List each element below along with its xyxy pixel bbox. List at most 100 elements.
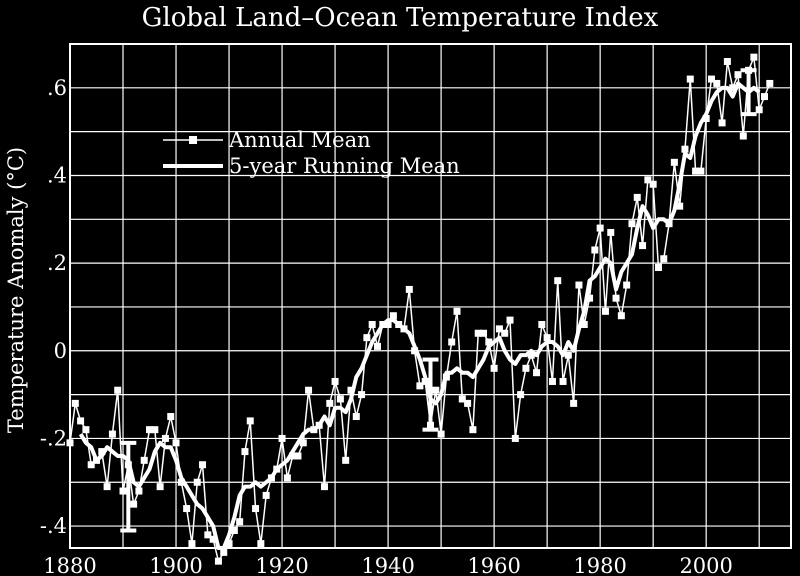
y-tick-label: .2 [47,251,67,275]
annual-mean-marker [686,75,694,83]
annual-mean-marker [241,448,249,456]
annual-mean-marker [670,158,678,166]
y-tick-label: .6 [47,76,67,100]
annual-mean-marker [199,461,207,469]
y-tick-label: .4 [47,163,67,187]
plot-frame [69,43,792,549]
annual-mean-marker [665,220,673,228]
annual-mean-marker [315,421,323,429]
annual-mean-marker [692,167,700,175]
annual-mean-marker [628,220,636,228]
annual-mean-marker [442,373,450,381]
annual-mean-marker [474,329,482,337]
legend-annual-marker [189,136,197,144]
annual-mean-marker [204,531,212,539]
annual-mean-marker [363,334,371,342]
annual-mean-marker [723,58,731,66]
annual-mean-marker [135,487,143,495]
annual-mean-marker [273,465,281,473]
annual-mean-marker [633,193,641,201]
annual-mean-marker [368,320,376,328]
annual-mean-marker [739,132,747,140]
annual-mean-marker [548,377,556,385]
annual-mean-marker [289,452,297,460]
annual-mean-marker [246,417,254,425]
annual-mean-marker [458,395,466,403]
annual-mean-marker [336,395,344,403]
annual-mean-marker [320,483,328,491]
annual-mean-marker [326,399,334,407]
annual-mean-marker [114,386,122,394]
annual-mean-marker [580,320,588,328]
annual-mean-marker [193,478,201,486]
legend-running-label: 5-year Running Mean [229,154,460,178]
annual-mean-marker [373,342,381,350]
annual-mean-marker [305,386,313,394]
annual-mean-marker [411,347,419,355]
annual-mean-marker [506,316,514,324]
annual-mean-marker [93,456,101,464]
annual-mean-marker [156,483,164,491]
annual-mean-marker [490,364,498,372]
annual-mean-marker [570,399,578,407]
annual-mean-marker [702,115,710,123]
annual-mean-marker [511,434,519,442]
y-tick-label: -.4 [40,514,67,538]
chart-title: Global Land–Ocean Temperature Index [142,3,659,33]
annual-mean-marker [161,434,169,442]
annual-mean-marker [283,474,291,482]
annual-mean-marker [495,325,503,333]
annual-mean-marker [660,255,668,263]
annual-mean-marker [575,281,583,289]
annual-mean-marker [591,246,599,254]
x-tick-label: 1920 [255,554,308,576]
annual-mean-marker [389,312,397,320]
annual-mean-marker [220,548,228,556]
annual-mean-marker [517,391,525,399]
annual-mean-marker [71,399,79,407]
x-tick-label: 1880 [43,554,96,576]
annual-mean-marker [416,382,424,390]
annual-mean-marker [755,106,763,114]
annual-mean-marker [448,338,456,346]
x-tick-label: 1940 [361,554,414,576]
annual-mean-marker [607,228,615,236]
annual-mean-marker [601,307,609,315]
annual-mean-marker [236,518,244,526]
annual-mean-marker [342,456,350,464]
chart-legend: Annual Mean 5-year Running Mean [163,128,460,178]
annual-mean-marker [432,386,440,394]
plot-area [66,53,774,565]
annual-mean-marker [119,487,127,495]
y-tick-label: -.2 [40,426,67,450]
annual-mean-marker [734,71,742,79]
annual-mean-marker [485,338,493,346]
annual-mean-marker [437,430,445,438]
annual-mean-marker [453,307,461,315]
annual-mean-marker [421,377,429,385]
annual-mean-marker [103,483,111,491]
annual-mean-marker [331,377,339,385]
x-tick-label: 1960 [467,554,520,576]
annual-mean-marker [352,413,360,421]
annual-mean-marker [644,176,652,184]
annual-mean-marker [310,426,318,434]
x-tick-label: 1900 [149,554,202,576]
annual-mean-marker [82,426,90,434]
annual-mean-marker [464,399,472,407]
annual-mean-marker [77,417,85,425]
annual-mean-marker [612,294,620,302]
annual-mean-marker [522,364,530,372]
annual-mean-marker [469,426,477,434]
grid-lines [69,44,791,548]
annual-mean-marker [766,79,774,87]
annual-mean-marker [347,386,355,394]
annual-mean-marker [188,540,196,548]
running-mean-line [78,81,761,550]
x-tick-label: 1980 [573,554,626,576]
annual-mean-marker [98,448,106,456]
annual-mean-marker [172,439,180,447]
annual-mean-marker [586,294,594,302]
annual-mean-marker [750,53,758,61]
y-tick-label: 0 [54,339,67,363]
